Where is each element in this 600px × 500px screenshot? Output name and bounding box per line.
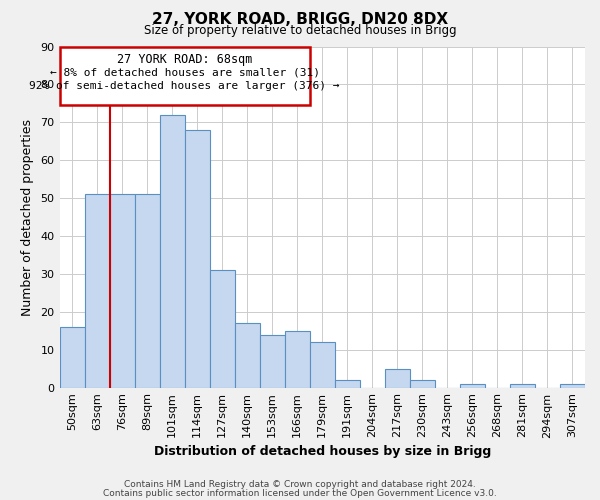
Bar <box>310 342 335 388</box>
Text: Contains HM Land Registry data © Crown copyright and database right 2024.: Contains HM Land Registry data © Crown c… <box>124 480 476 489</box>
Bar <box>59 46 310 105</box>
Bar <box>510 384 535 388</box>
Bar <box>385 368 410 388</box>
Text: 27, YORK ROAD, BRIGG, DN20 8DX: 27, YORK ROAD, BRIGG, DN20 8DX <box>152 12 448 28</box>
Bar <box>110 194 134 388</box>
Bar <box>460 384 485 388</box>
Bar <box>335 380 360 388</box>
Bar <box>134 194 160 388</box>
Text: 92% of semi-detached houses are larger (376) →: 92% of semi-detached houses are larger (… <box>29 82 340 92</box>
Bar <box>560 384 585 388</box>
Text: ← 8% of detached houses are smaller (31): ← 8% of detached houses are smaller (31) <box>50 68 320 78</box>
Bar <box>185 130 209 388</box>
Y-axis label: Number of detached properties: Number of detached properties <box>20 118 34 316</box>
Bar <box>209 270 235 388</box>
Bar <box>85 194 110 388</box>
Text: Size of property relative to detached houses in Brigg: Size of property relative to detached ho… <box>143 24 457 37</box>
Bar <box>410 380 435 388</box>
Bar <box>59 327 85 388</box>
Text: 27 YORK ROAD: 68sqm: 27 YORK ROAD: 68sqm <box>117 54 253 66</box>
Bar <box>285 330 310 388</box>
Bar <box>160 114 185 388</box>
Bar <box>235 323 260 388</box>
Bar <box>260 334 285 388</box>
Text: Contains public sector information licensed under the Open Government Licence v3: Contains public sector information licen… <box>103 488 497 498</box>
X-axis label: Distribution of detached houses by size in Brigg: Distribution of detached houses by size … <box>154 444 491 458</box>
